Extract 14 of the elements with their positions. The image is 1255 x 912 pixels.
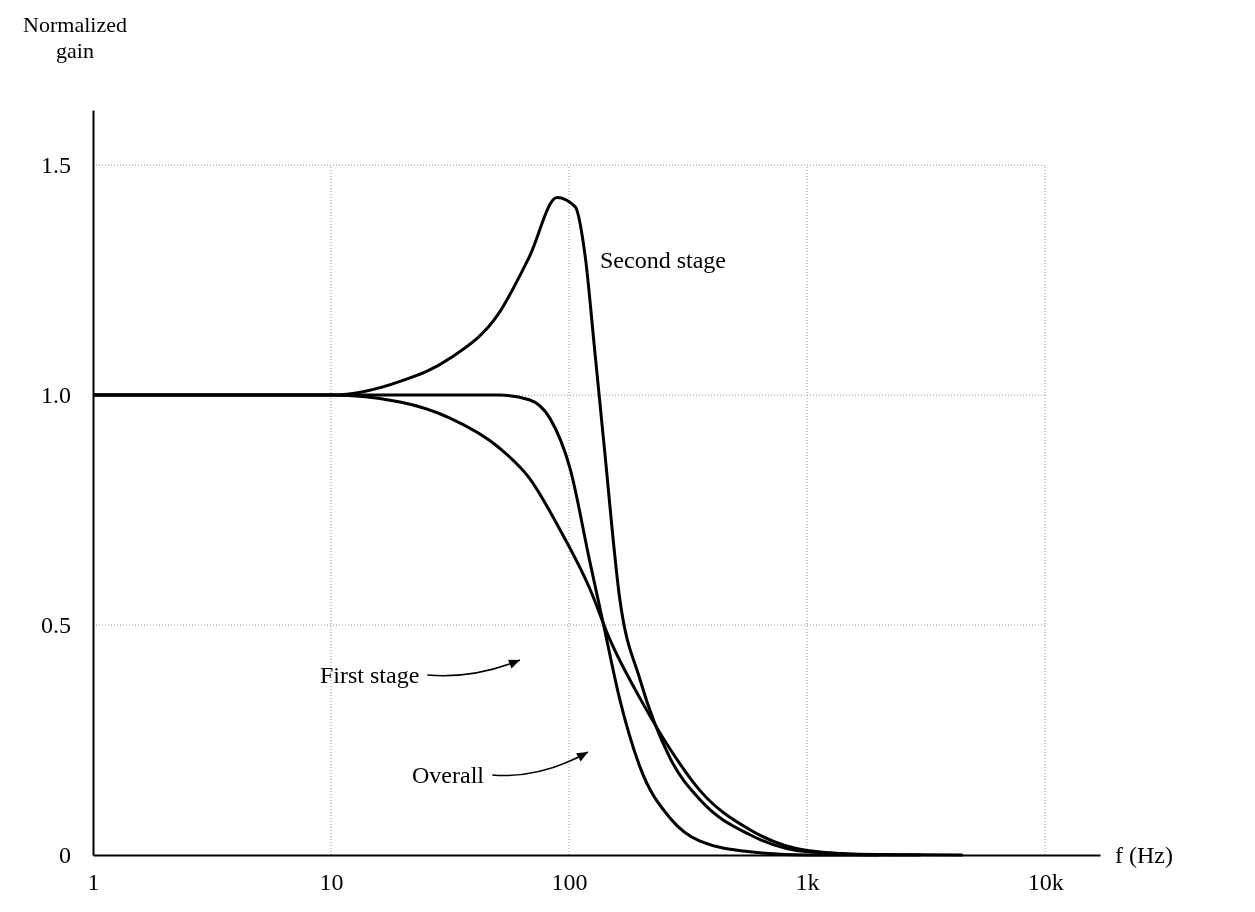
y-tick-label: 0 [59, 842, 71, 869]
series-label: Second stage [600, 247, 726, 273]
x-tick-label: 10 [319, 869, 344, 896]
legend-label: First stage [320, 662, 420, 688]
x-tick-label: 1 [87, 869, 100, 896]
y-tick-label: 1.0 [41, 382, 71, 409]
legend-label: Overall [412, 762, 485, 788]
x-axis-title: f (Hz) [1115, 842, 1173, 868]
y-tick-label: 0.5 [41, 612, 71, 639]
x-tick-label: 1k [795, 869, 820, 896]
y-tick-label: 1.5 [41, 152, 71, 179]
y-axis-title: Normalized gain [23, 12, 127, 63]
x-tick-label: 100 [551, 869, 588, 896]
x-tick-label: 10k [1027, 869, 1064, 896]
